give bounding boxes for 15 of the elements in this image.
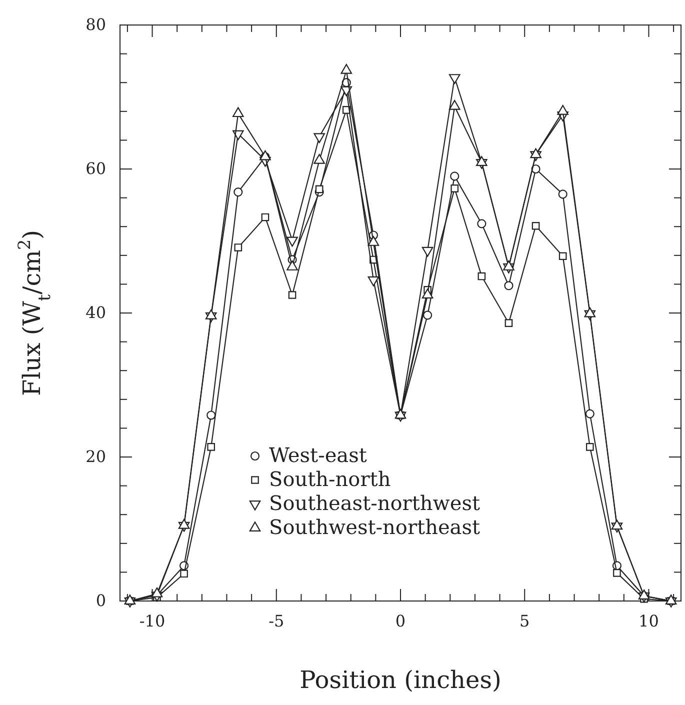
- x-tick-label: -10: [139, 611, 166, 630]
- x-tick-label: 5: [520, 611, 530, 630]
- y-tick-label: 40: [86, 303, 106, 322]
- legend-label: Southwest-northeast: [269, 515, 480, 539]
- legend-label: Southeast-northwest: [269, 491, 480, 515]
- legend-label: South-north: [269, 467, 391, 491]
- legend-label: West-east: [269, 443, 367, 467]
- x-tick-label: -5: [268, 611, 284, 630]
- y-tick-label: 0: [96, 591, 106, 610]
- y-tick-label: 60: [86, 159, 106, 178]
- x-tick-label: 0: [395, 611, 406, 630]
- x-axis-title: Position (inches): [300, 666, 502, 694]
- x-tick-label: 10: [638, 611, 659, 630]
- y-tick-label: 20: [86, 447, 106, 466]
- y-tick-label: 80: [86, 15, 106, 34]
